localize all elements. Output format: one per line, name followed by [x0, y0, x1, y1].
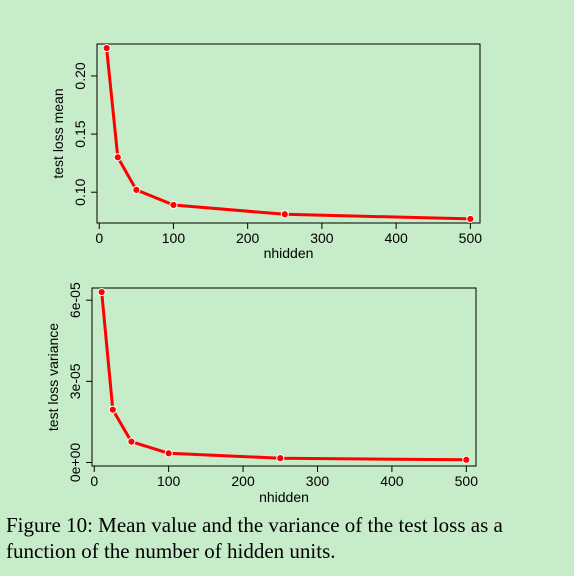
- x-tick-label: 400: [380, 473, 404, 489]
- x-tick-label: 200: [236, 230, 260, 246]
- x-tick-label: 0: [95, 230, 103, 246]
- chart-test-loss-variance: 0 100 200 300 400 500 0e+00 3e-05 6e-05 nhidden te…: [45, 282, 478, 505]
- chart-test-loss-mean: 0 100 200 300 400 500 0.10 0.15 0.20 nhidden test …: [50, 43, 483, 261]
- figure-caption: Figure 10: Mean value and the variance o…: [6, 513, 503, 563]
- y-tick-label: 0e+00: [67, 443, 83, 483]
- x-tick-label: 500: [459, 230, 483, 246]
- data-point: [276, 454, 285, 463]
- x-axis-label: nhidden: [264, 245, 314, 261]
- data-point: [164, 449, 173, 458]
- data-point: [466, 214, 475, 224]
- data-point: [97, 287, 106, 297]
- series-line: [105, 46, 472, 221]
- data-point: [132, 185, 141, 194]
- x-tick-label: 100: [157, 473, 181, 489]
- data-point: [113, 153, 122, 162]
- y-axis-label: test loss mean: [50, 88, 66, 178]
- plot-frame: [96, 43, 481, 224]
- x-tick-label: 0: [90, 473, 98, 489]
- series-line: [100, 290, 468, 462]
- plot-frame: [91, 287, 477, 467]
- x-tick-label: 100: [162, 230, 186, 246]
- data-point: [102, 43, 111, 53]
- y-tick-label: 0.15: [72, 120, 88, 147]
- x-tick-label: 300: [310, 230, 334, 246]
- x-tick-label: 300: [306, 473, 330, 489]
- x-axis-label: nhidden: [259, 489, 309, 505]
- data-point: [280, 210, 289, 219]
- data-point: [462, 455, 471, 464]
- y-axis-label: test loss variance: [45, 323, 61, 431]
- y-tick-label: 3e-05: [67, 363, 83, 399]
- data-point: [169, 200, 178, 210]
- data-point: [108, 405, 117, 414]
- y-tick-label: 0.20: [72, 62, 88, 89]
- x-tick-label: 200: [231, 473, 255, 489]
- x-tick-label: 500: [455, 473, 479, 489]
- x-tick-label: 400: [384, 230, 408, 246]
- y-tick-label: 0.10: [72, 178, 88, 205]
- y-tick-label: 6e-05: [67, 282, 83, 318]
- data-point: [127, 437, 136, 446]
